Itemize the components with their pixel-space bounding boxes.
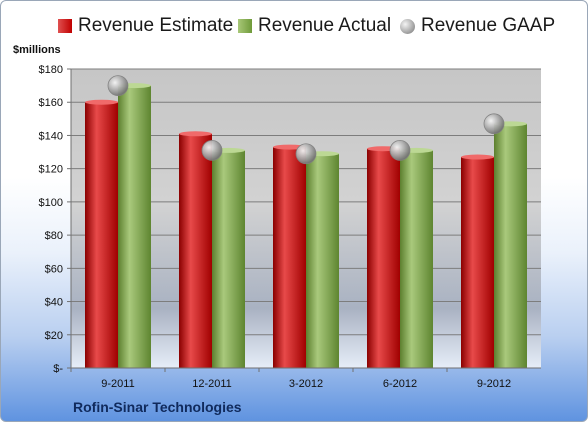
y-tick-label: $- bbox=[53, 363, 63, 375]
bar-revenue-estimate bbox=[85, 102, 118, 368]
y-tick-label: $140 bbox=[39, 130, 63, 142]
bar-revenue-estimate bbox=[273, 147, 306, 368]
legend-label-estimate: Revenue Estimate bbox=[78, 15, 234, 36]
legend-swatch-estimate bbox=[58, 19, 72, 33]
y-tick-label: $120 bbox=[39, 164, 63, 176]
company-name: Rofin-Sinar Technologies bbox=[73, 399, 242, 415]
y-axis-unit-label: $millions bbox=[13, 44, 61, 56]
y-tick-label: $20 bbox=[45, 330, 63, 342]
bar-revenue-estimate-top bbox=[85, 99, 118, 105]
x-tick-label: 9-2012 bbox=[477, 378, 511, 390]
legend-label-gaap: Revenue GAAP bbox=[421, 15, 556, 36]
bar-revenue-estimate bbox=[179, 133, 212, 368]
y-tick-label: $160 bbox=[39, 97, 63, 109]
marker-revenue-gaap bbox=[389, 139, 411, 161]
bar-revenue-actual bbox=[400, 150, 433, 368]
bar-revenue-estimate-top bbox=[179, 131, 212, 137]
x-tick-label: 6-2012 bbox=[383, 378, 417, 390]
marker-revenue-gaap bbox=[483, 113, 505, 135]
x-tick-label: 9-2011 bbox=[101, 378, 134, 390]
y-tick-label: $60 bbox=[45, 263, 63, 275]
y-tick-label: $100 bbox=[39, 197, 63, 209]
bar-revenue-actual bbox=[118, 85, 151, 368]
legend-label-actual: Revenue Actual bbox=[258, 15, 392, 36]
bar-revenue-estimate-top bbox=[461, 154, 494, 160]
legend-item-gaap: Revenue GAAP bbox=[400, 15, 555, 37]
legend-swatch-actual bbox=[238, 19, 252, 33]
y-tick-label: $180 bbox=[39, 64, 63, 76]
bar-revenue-actual bbox=[494, 123, 527, 368]
x-tick-label: 3-2012 bbox=[289, 378, 323, 390]
marker-revenue-gaap bbox=[295, 143, 317, 165]
bar-revenue-estimate bbox=[367, 148, 400, 368]
y-tick-label: $40 bbox=[45, 297, 63, 309]
bar-revenue-actual bbox=[306, 153, 339, 368]
bar-revenue-actual bbox=[212, 150, 245, 368]
marker-revenue-gaap bbox=[201, 139, 223, 161]
y-tick-label: $80 bbox=[45, 230, 63, 242]
marker-revenue-gaap bbox=[107, 75, 129, 97]
x-tick-label: 12-2011 bbox=[192, 378, 232, 390]
legend-item-estimate: Revenue Estimate bbox=[58, 15, 233, 37]
legend: Revenue Estimate Revenue Actual Revenue … bbox=[1, 15, 587, 43]
legend-swatch-gaap bbox=[400, 18, 415, 34]
legend-item-actual: Revenue Actual bbox=[238, 15, 391, 37]
bar-revenue-estimate bbox=[461, 157, 494, 368]
